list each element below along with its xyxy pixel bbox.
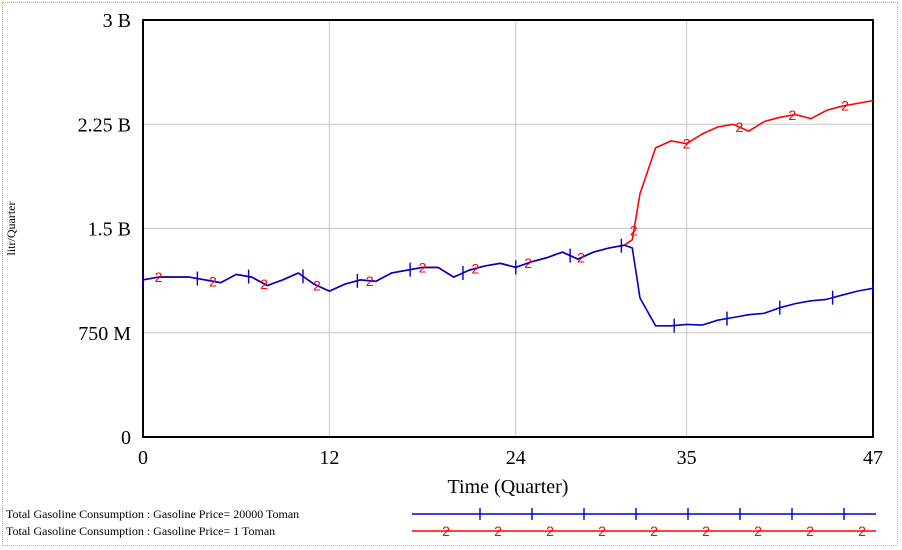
legend-marker-2: 2 <box>702 523 710 539</box>
series-2-marker: 2 <box>630 222 638 238</box>
x-tick-label: 47 <box>863 447 883 469</box>
series-2-marker: 2 <box>260 276 268 292</box>
series-2-marker: 2 <box>736 119 744 135</box>
y-tick-label: 750 M <box>78 323 131 345</box>
series-2-marker: 2 <box>209 273 217 289</box>
x-tick-label: 0 <box>138 447 148 469</box>
y-axis-title: litr/Quarter <box>4 202 18 256</box>
y-axis-ticks: 0 750 M 1.5 B 2.25 B 3 B <box>78 10 132 449</box>
plot-area <box>142 19 874 438</box>
series-2-marker: 2 <box>155 269 163 285</box>
series-2-marker: 2 <box>313 277 321 293</box>
x-tick-label: 24 <box>506 447 526 469</box>
y-tick-label: 2.25 B <box>78 114 131 136</box>
y-tick-label: 3 B <box>103 10 131 32</box>
series-2-marker: 2 <box>366 273 374 289</box>
series-2-marker: 2 <box>524 255 532 271</box>
series-2-marker: 2 <box>471 261 479 277</box>
legend-marker-2: 2 <box>442 523 450 539</box>
legend: Total Gasoline Consumption : Gasoline Pr… <box>6 507 876 539</box>
series-line-1 <box>142 244 874 327</box>
legend-label-2: Total Gasoline Consumption : Gasoline Pr… <box>6 524 275 538</box>
y-tick-label: 0 <box>121 427 131 449</box>
grid <box>143 20 873 437</box>
series-2-marker: 2 <box>788 107 796 123</box>
legend-marker-2: 2 <box>494 523 502 539</box>
series-2-marker: 2 <box>683 136 691 152</box>
legend-marker-2: 2 <box>858 523 866 539</box>
legend-marker-2: 2 <box>806 523 814 539</box>
series-2-marker: 2 <box>419 259 427 275</box>
series: 2 2 2 2 2 2 2 2 2 2 2 2 2 2 <box>142 98 874 333</box>
x-tick-label: 12 <box>319 447 339 469</box>
y-tick-label: 1.5 B <box>88 219 131 241</box>
legend-marker-2: 2 <box>546 523 554 539</box>
legend-marker-2: 2 <box>754 523 762 539</box>
series-line-2 <box>142 99 874 292</box>
legend-label-1: Total Gasoline Consumption : Gasoline Pr… <box>6 507 299 521</box>
legend-marker-2: 2 <box>598 523 606 539</box>
x-axis-ticks: 0 12 24 35 47 <box>138 447 883 469</box>
legend-marker-2: 2 <box>650 523 658 539</box>
series-2-marker: 2 <box>577 250 585 266</box>
series-2-marker: 2 <box>841 98 849 114</box>
x-axis-title: Time (Quarter) <box>448 476 569 498</box>
x-tick-label: 35 <box>677 447 697 469</box>
